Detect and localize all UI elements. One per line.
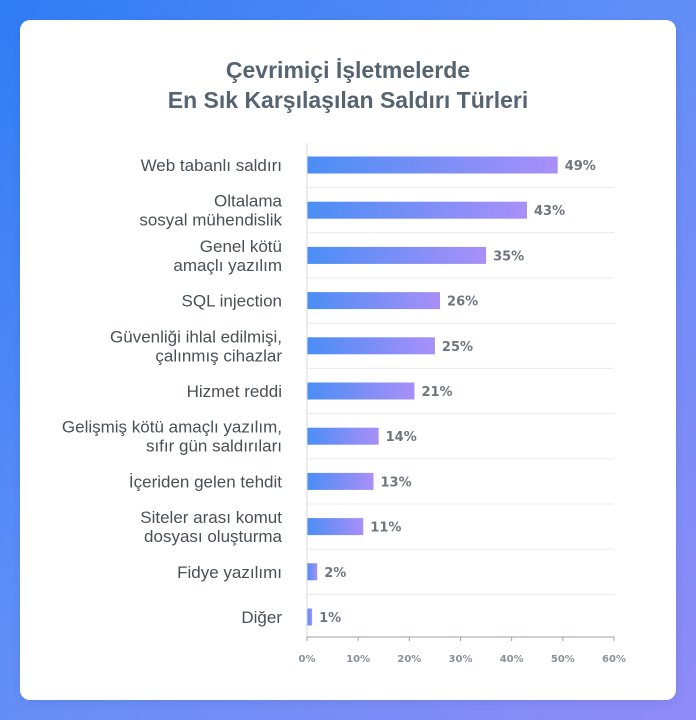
- x-tick-label: 20%: [397, 654, 421, 665]
- category-label: Diğer: [241, 608, 282, 627]
- category-label: sosyal mühendislik: [139, 211, 282, 230]
- value-label: 1%: [319, 611, 341, 626]
- value-label: 35%: [493, 249, 524, 264]
- category-label: İçeriden gelen tehdit: [129, 472, 282, 491]
- x-tick-label: 30%: [449, 654, 473, 665]
- x-tick-label: 0%: [299, 654, 316, 665]
- value-label: 43%: [534, 204, 565, 219]
- bar: [307, 518, 364, 536]
- bar: [307, 337, 435, 355]
- x-tick-label: 40%: [500, 654, 524, 665]
- value-label: 26%: [447, 295, 478, 310]
- chart-title-line-2: En Sık Karşılaşılan Saldırı Türleri: [167, 87, 529, 113]
- x-axis: 0% 10% 20% 30% 40% 50% 60%: [299, 142, 626, 665]
- category-label: Fidye yazılımı: [177, 563, 282, 582]
- bar: [307, 292, 441, 310]
- bars: [307, 156, 558, 626]
- row-separators: [307, 187, 614, 595]
- category-label: SQL injection: [182, 292, 282, 311]
- category-label: sıfır gün saldırıları: [146, 437, 282, 456]
- category-label: Oltalama: [214, 192, 283, 211]
- category-label: çalınmış cihazlar: [155, 346, 282, 365]
- chart-title-line-1: Çevrimiçi İşletmelerde: [225, 57, 471, 83]
- bar: [307, 246, 487, 264]
- category-label: dosyası oluşturma: [144, 527, 282, 546]
- value-label: 49%: [565, 159, 596, 174]
- category-label: amaçlı yazılım: [173, 256, 282, 275]
- value-labels: 49% 43% 35% 26% 25% 21% 14% 13% 11% 2% 1%: [319, 159, 596, 626]
- chart-title: Çevrimiçi İşletmelerde En Sık Karşılaşıl…: [0, 55, 696, 115]
- bar: [307, 201, 528, 219]
- bar: [307, 382, 415, 400]
- x-tick-label: 60%: [602, 654, 626, 665]
- chart-card: [20, 20, 676, 700]
- value-label: 14%: [386, 430, 417, 445]
- x-tick-label: 10%: [346, 654, 370, 665]
- category-label: Hizmet reddi: [187, 382, 282, 401]
- bar: [307, 427, 379, 445]
- value-label: 21%: [421, 385, 452, 400]
- category-label: Siteler arası komut: [140, 508, 282, 527]
- category-label: Gelişmiş kötü amaçlı yazılım,: [62, 418, 282, 437]
- bar: [307, 608, 313, 626]
- value-label: 25%: [442, 340, 473, 355]
- x-tick-label: 50%: [551, 654, 575, 665]
- category-label: Web tabanlı saldırı: [141, 156, 282, 175]
- value-label: 2%: [324, 566, 346, 581]
- value-label: 11%: [370, 521, 401, 536]
- bar: [307, 156, 558, 174]
- category-label: Güvenliği ihlal edilmişi,: [110, 327, 282, 346]
- category-label: Genel kötü: [200, 237, 282, 256]
- bar: [307, 563, 318, 581]
- value-label: 13%: [381, 475, 412, 490]
- bar: [307, 472, 374, 490]
